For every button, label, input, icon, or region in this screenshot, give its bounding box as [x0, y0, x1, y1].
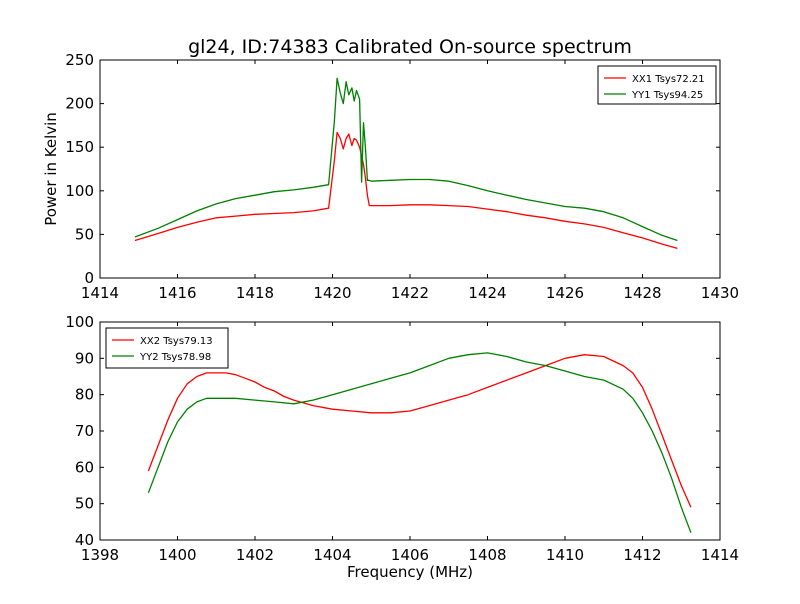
legend-entry: XX1 Tsys72.21: [632, 74, 705, 85]
x-tick-label: 1414: [81, 284, 119, 302]
x-tick-label: 1414: [701, 546, 739, 564]
x-tick-label: 1430: [701, 284, 739, 302]
x-tick-label: 1418: [236, 284, 274, 302]
series-line-2-2: [147, 352, 692, 533]
x-tick-label: 1404: [313, 546, 351, 564]
x-tick-label: 1428: [623, 284, 661, 302]
plot-1: 1414 1416 1418 1420 1422 1424 1426 1428 1430 0 50 1…: [65, 51, 739, 302]
x-tick-label: 1400: [158, 546, 196, 564]
x-tick-label: 1412: [623, 546, 661, 564]
x-tick-label: 1422: [391, 284, 429, 302]
legend-entry: YY2 Tsys78.98: [139, 352, 211, 363]
y-tick-label: 80: [75, 386, 94, 404]
y-tick-label: 200: [65, 95, 94, 113]
chart-title: gl24, ID:74383 Calibrated On-source spec…: [188, 36, 632, 58]
y-axis-label: Power in Kelvin: [42, 112, 60, 226]
legend-box: [105, 327, 229, 369]
y-tick-label: 100: [65, 313, 94, 331]
plot-2: 1398 1400 1402 1404 1406 1408 1410 1412 1414 40 50…: [65, 313, 739, 564]
x-tick-label: 1420: [313, 284, 351, 302]
y-tick-label: 100: [65, 182, 94, 200]
x-tick-label: 1410: [546, 546, 584, 564]
legend-entry: YY1 Tsys94.25: [631, 90, 703, 101]
x-tick-label: 1408: [468, 546, 506, 564]
x-tick-label: 1424: [468, 284, 506, 302]
legend-box: [597, 65, 717, 105]
x-tick-label: 1426: [546, 284, 584, 302]
series-line-1-1: [134, 131, 678, 250]
x-tick-label: 1416: [158, 284, 196, 302]
y-tick-label: 250: [65, 51, 94, 69]
y-tick-label: 60: [75, 458, 94, 476]
x-axis-label: Frequency (MHz): [347, 563, 473, 581]
series-line-2-1: [147, 354, 692, 508]
legend-entry: XX2 Tsys79.13: [140, 336, 213, 347]
x-tick-label: 1402: [236, 546, 274, 564]
y-tick-label: 70: [75, 422, 94, 440]
x-tick-label: 1406: [391, 546, 429, 564]
y-tick-label: 0: [84, 269, 94, 287]
x-tick-label: 1398: [81, 546, 119, 564]
legend-1: XX1 Tsys72.21 YY1 Tsys94.25: [597, 65, 717, 105]
legend-2: XX2 Tsys79.13 YY2 Tsys78.98: [105, 327, 229, 369]
y-tick-label: 50: [75, 225, 94, 243]
y-tick-label: 40: [75, 531, 94, 549]
y-tick-label: 90: [75, 349, 94, 367]
y-tick-label: 50: [75, 495, 94, 513]
y-tick-label: 150: [65, 138, 94, 156]
series-line-1-2: [134, 77, 678, 242]
